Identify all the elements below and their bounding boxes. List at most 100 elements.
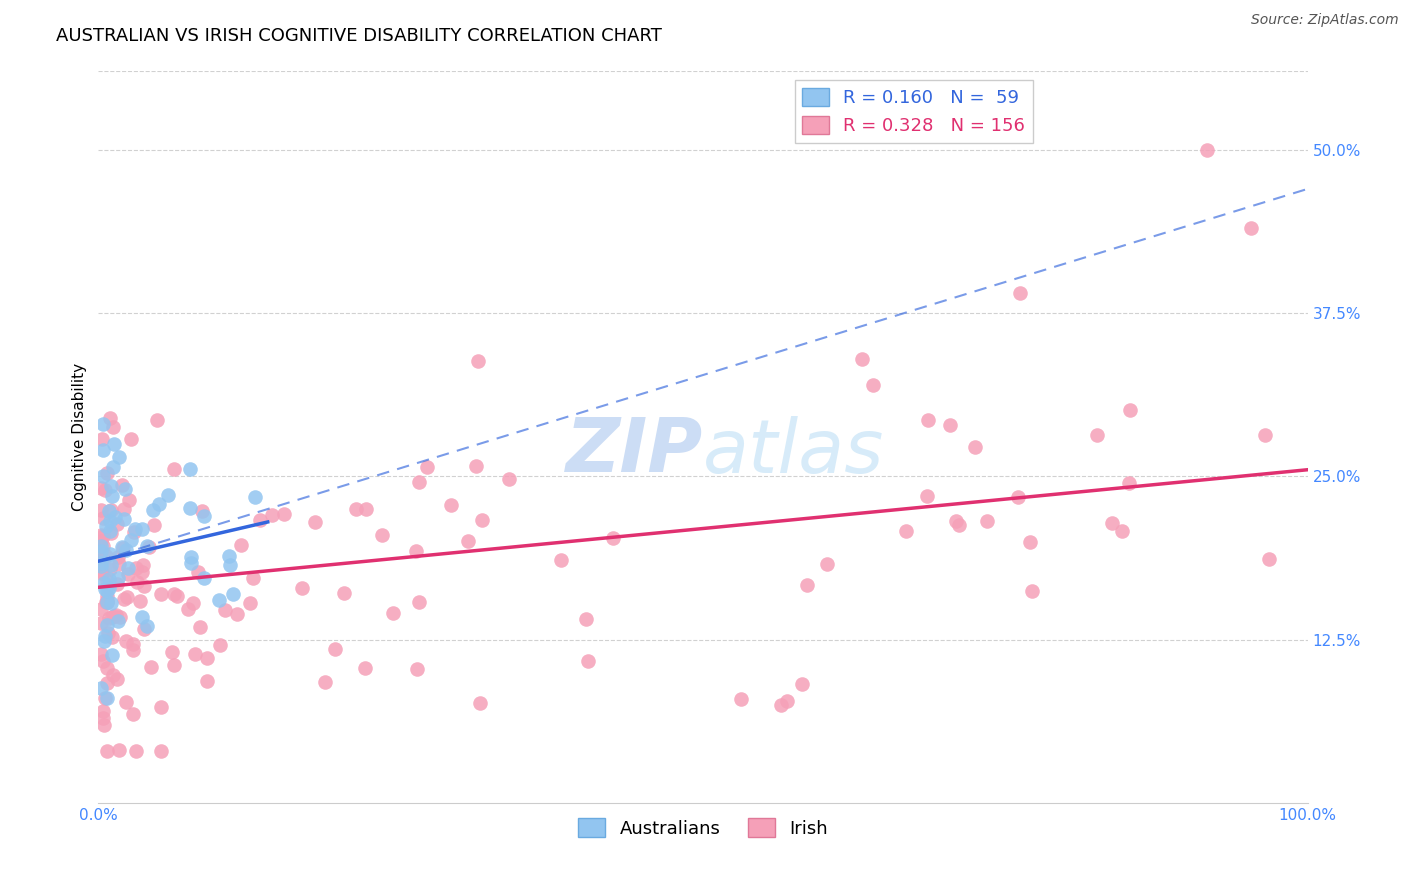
Point: [166, 589, 188, 603]
Point: [1118, 476, 1140, 491]
Point: [249, 513, 271, 527]
Point: [406, 662, 429, 676]
Point: [187, 565, 209, 579]
Point: [440, 499, 463, 513]
Point: [98, 411, 121, 425]
Point: [945, 514, 967, 528]
Point: [96, 594, 118, 608]
Point: [96, 467, 118, 481]
Y-axis label: Cognitive Disability: Cognitive Disability: [72, 363, 87, 511]
Point: [1195, 143, 1218, 157]
Point: [371, 528, 394, 542]
Point: [471, 513, 494, 527]
Point: [98, 548, 121, 562]
Point: [304, 515, 326, 529]
Point: [96, 743, 118, 757]
Point: [90, 534, 112, 549]
Point: [1240, 221, 1263, 235]
Point: [103, 609, 125, 624]
Point: [131, 522, 153, 536]
Point: [132, 558, 155, 573]
Point: [273, 507, 295, 521]
Point: [98, 610, 121, 624]
Point: [730, 691, 752, 706]
Point: [323, 642, 346, 657]
Point: [457, 533, 479, 548]
Point: [100, 558, 122, 572]
Point: [894, 524, 917, 539]
Point: [96, 584, 118, 599]
Point: [115, 542, 138, 557]
Point: [94, 690, 117, 705]
Point: [184, 647, 207, 661]
Point: [121, 643, 143, 657]
Point: [122, 637, 145, 651]
Point: [93, 654, 115, 668]
Point: [163, 462, 186, 476]
Point: [465, 458, 488, 473]
Point: [1254, 428, 1277, 442]
Point: [127, 575, 149, 590]
Point: [93, 634, 115, 648]
Point: [93, 629, 115, 643]
Point: [107, 571, 129, 585]
Point: [1111, 524, 1133, 539]
Point: [815, 558, 838, 572]
Point: [124, 525, 146, 540]
Point: [105, 577, 128, 591]
Point: [108, 743, 131, 757]
Point: [108, 450, 131, 465]
Point: [792, 677, 814, 691]
Point: [94, 483, 117, 497]
Point: [103, 437, 125, 451]
Point: [1019, 534, 1042, 549]
Point: [148, 497, 170, 511]
Point: [769, 698, 792, 713]
Point: [97, 572, 120, 586]
Point: [101, 609, 124, 624]
Point: [193, 509, 215, 524]
Point: [98, 504, 121, 518]
Point: [114, 695, 136, 709]
Point: [91, 539, 114, 553]
Point: [142, 502, 165, 516]
Point: [776, 693, 799, 707]
Point: [132, 623, 155, 637]
Point: [149, 699, 172, 714]
Point: [125, 743, 148, 757]
Point: [96, 618, 118, 632]
Point: [1007, 490, 1029, 504]
Point: [108, 610, 131, 624]
Point: [101, 648, 124, 663]
Point: [98, 562, 121, 576]
Point: [150, 743, 173, 757]
Point: [90, 647, 112, 661]
Point: [208, 593, 231, 607]
Point: [107, 549, 129, 564]
Point: [162, 645, 184, 659]
Point: [208, 638, 231, 652]
Point: [90, 432, 112, 446]
Point: [90, 539, 112, 553]
Point: [104, 608, 127, 623]
Point: [90, 543, 112, 558]
Point: [180, 557, 202, 571]
Point: [94, 595, 117, 609]
Text: atlas: atlas: [703, 416, 884, 488]
Point: [344, 502, 367, 516]
Point: [578, 654, 600, 668]
Legend: Australians, Irish: Australians, Irish: [571, 811, 835, 845]
Point: [150, 587, 173, 601]
Point: [163, 586, 186, 600]
Point: [963, 440, 986, 454]
Point: [405, 544, 427, 558]
Point: [156, 488, 179, 502]
Point: [939, 417, 962, 432]
Point: [239, 596, 262, 610]
Point: [91, 417, 114, 431]
Point: [91, 704, 114, 718]
Point: [333, 586, 356, 600]
Point: [94, 582, 117, 597]
Point: [96, 595, 118, 609]
Point: [90, 503, 112, 517]
